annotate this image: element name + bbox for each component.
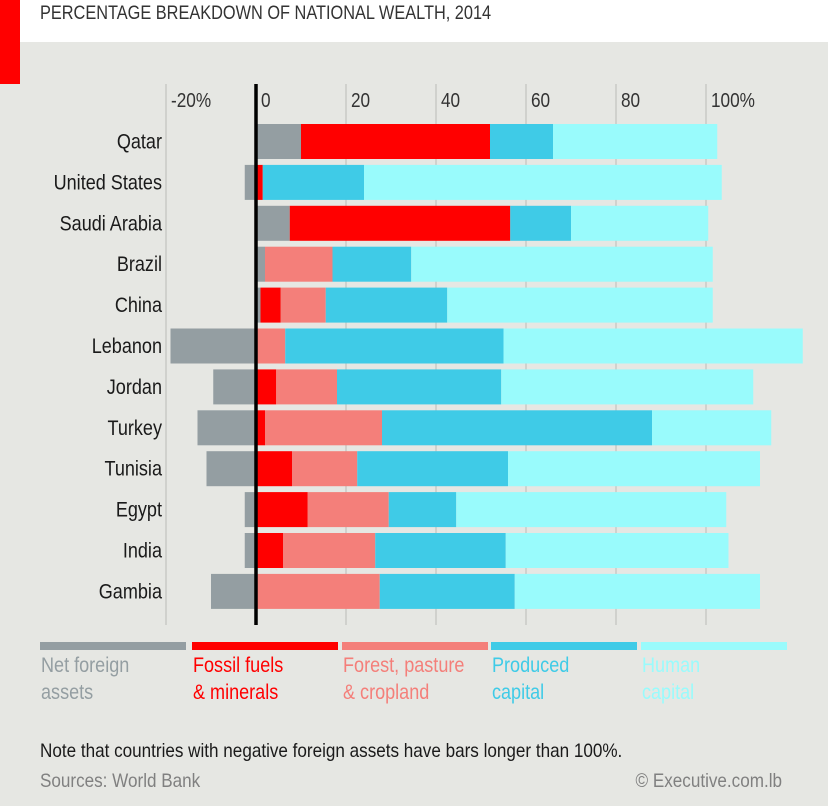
- bar-segment: [379, 573, 515, 609]
- legend: Net foreign assets Fossil fuels & minerals F…: [40, 642, 787, 704]
- bar-segment: [289, 205, 511, 241]
- bar-segment: [265, 246, 333, 282]
- category-label: Egypt: [116, 498, 163, 522]
- tick-label: 20: [351, 89, 370, 112]
- bar-segment: [332, 246, 412, 282]
- bar-segment: [244, 164, 256, 200]
- bar-segment: [364, 164, 722, 200]
- bar-segment: [213, 369, 256, 405]
- category-label: Tunisia: [104, 457, 162, 481]
- bar-segment: [307, 492, 389, 528]
- title-accent-bar: [0, 0, 20, 84]
- legend-swatch: [342, 642, 488, 650]
- tick-label: 80: [621, 89, 640, 112]
- bar-segment: [256, 492, 308, 528]
- bar-segment: [652, 410, 772, 446]
- bar-segment: [514, 573, 760, 609]
- bar-segment: [292, 451, 358, 487]
- category-label: Qatar: [117, 130, 163, 154]
- bar-segment: [388, 492, 457, 528]
- bar-segment: [276, 369, 337, 405]
- category-label: Turkey: [107, 417, 162, 441]
- bar-segment: [508, 451, 760, 487]
- legend-label: Forest, pasture: [343, 654, 465, 678]
- bar-segment: [256, 164, 263, 200]
- bar-segment: [382, 410, 652, 446]
- legend-label: & cropland: [343, 681, 429, 705]
- bar-segment: [325, 287, 448, 323]
- bar-segment: [262, 164, 364, 200]
- bar-segment: [337, 369, 502, 405]
- category-label: India: [123, 539, 162, 563]
- legend-label: capital: [492, 681, 544, 705]
- tick-label: 100%: [711, 89, 755, 112]
- legend-swatch: [641, 642, 787, 650]
- bar-segment: [244, 492, 256, 528]
- bar-segment: [256, 573, 380, 609]
- chart-title: PERCENTAGE BREAKDOWN OF NATIONAL WEALTH,…: [40, 2, 491, 23]
- bar-segment: [244, 533, 256, 568]
- legend-swatch: [491, 642, 637, 650]
- bar-segment: [510, 205, 571, 241]
- bar-segment: [256, 287, 261, 323]
- bar-segment: [456, 492, 727, 528]
- bar-segment: [256, 246, 265, 282]
- chart-sources: Sources: World Bank: [40, 770, 201, 791]
- category-label: Brazil: [117, 253, 162, 277]
- category-label: Jordan: [107, 376, 162, 400]
- category-label: Gambia: [99, 580, 162, 604]
- bar-segment: [211, 573, 256, 609]
- bars: [170, 124, 803, 609]
- category-label: China: [115, 294, 162, 318]
- title-banner: [20, 0, 828, 42]
- legend-label: assets: [41, 681, 93, 705]
- tick-label: 40: [441, 89, 460, 112]
- tick-label: 60: [531, 89, 550, 112]
- bar-segment: [411, 246, 713, 282]
- bar-segment: [280, 287, 326, 323]
- legend-swatch: [192, 642, 338, 650]
- bar-segment: [260, 287, 281, 323]
- tick-labels: -20% 0 20 40 60 80 100%: [171, 89, 755, 112]
- legend-label: & minerals: [193, 681, 278, 705]
- legend-label: capital: [642, 681, 694, 705]
- bar-segment: [553, 124, 718, 159]
- tick-label: 0: [261, 89, 271, 112]
- chart-credit: © Executive.com.lb: [635, 770, 782, 791]
- bar-segment: [170, 328, 256, 364]
- legend-swatch: [40, 642, 186, 650]
- legend-label: Net foreign: [41, 654, 129, 678]
- chart-note: Note that countries with negative foreig…: [40, 740, 622, 761]
- bar-segment: [265, 410, 382, 446]
- bar-segment: [256, 410, 265, 446]
- legend-label: Produced: [492, 654, 569, 678]
- legend-label: Human: [642, 654, 700, 678]
- bar-segment: [256, 533, 283, 568]
- category-labels: Qatar United States Saudi Arabia Brazil Chin…: [54, 130, 163, 603]
- bar-segment: [206, 451, 256, 487]
- bar-segment: [490, 124, 553, 159]
- bar-segment: [197, 410, 256, 446]
- bar-segment: [447, 287, 713, 323]
- category-label: United States: [54, 171, 163, 195]
- bar-segment: [301, 124, 490, 159]
- bar-segment: [283, 533, 376, 568]
- legend-label: Fossil fuels: [193, 654, 283, 678]
- category-label: Saudi Arabia: [60, 212, 162, 236]
- bar-segment: [256, 205, 290, 241]
- bar-segment: [256, 369, 277, 405]
- tick-label: -20%: [171, 89, 211, 112]
- bar-segment: [375, 533, 506, 568]
- bar-segment: [256, 328, 286, 364]
- bar-segment: [357, 451, 508, 487]
- category-label: Lebanon: [92, 335, 162, 359]
- bar-segment: [505, 533, 729, 568]
- bar-segment: [256, 124, 301, 159]
- bar-segment: [503, 328, 803, 364]
- bar-segment: [256, 451, 292, 487]
- bar-segment: [285, 328, 504, 364]
- bar-segment: [501, 369, 754, 405]
- bar-segment: [571, 205, 709, 241]
